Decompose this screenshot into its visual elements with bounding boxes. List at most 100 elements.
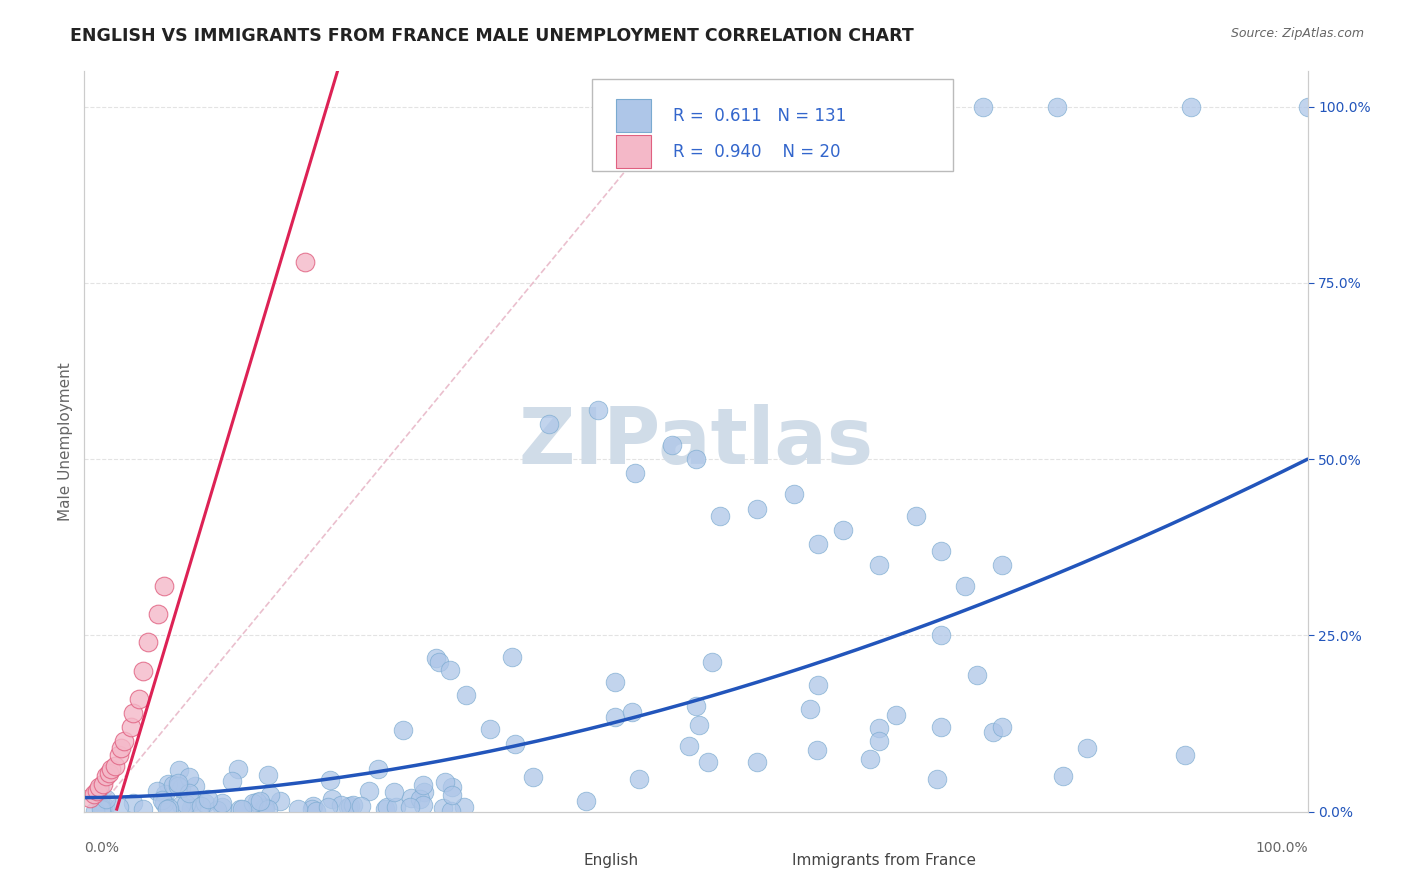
Point: [96, 769, 118, 783]
Point: [603, 674, 626, 689]
Point: [799, 702, 821, 716]
Point: [1296, 100, 1319, 114]
Point: [294, 254, 316, 268]
Point: [374, 802, 396, 816]
Point: [146, 607, 169, 622]
Point: [439, 663, 461, 677]
Point: [190, 799, 212, 814]
Point: [91, 776, 114, 790]
Point: [110, 741, 132, 756]
Point: [575, 794, 598, 808]
Point: [807, 678, 830, 692]
Point: [252, 799, 274, 814]
Point: [685, 698, 707, 713]
Point: [153, 787, 176, 801]
Point: [269, 794, 291, 808]
Point: [319, 772, 342, 787]
Point: [100, 763, 122, 777]
Point: [184, 779, 207, 793]
Point: [412, 797, 434, 812]
Text: R =  0.940    N = 20: R = 0.940 N = 20: [672, 143, 841, 161]
Point: [157, 777, 180, 791]
Point: [177, 787, 200, 801]
Point: [170, 781, 193, 796]
Point: [603, 710, 626, 724]
Point: [97, 766, 120, 780]
Point: [301, 802, 323, 816]
Point: [121, 797, 143, 811]
Point: [233, 803, 256, 817]
Point: [783, 487, 806, 501]
Point: [197, 792, 219, 806]
Point: [96, 792, 118, 806]
Point: [83, 787, 105, 801]
Point: [929, 628, 952, 642]
Point: [433, 774, 456, 789]
Point: [91, 804, 114, 818]
FancyBboxPatch shape: [616, 135, 651, 169]
FancyBboxPatch shape: [592, 78, 953, 171]
Point: [330, 798, 353, 813]
Point: [522, 770, 544, 784]
Point: [167, 779, 190, 793]
Point: [456, 689, 478, 703]
Point: [349, 799, 371, 814]
Point: [412, 778, 434, 792]
Point: [831, 523, 853, 537]
Text: Immigrants from France: Immigrants from France: [792, 854, 976, 868]
Point: [108, 799, 131, 814]
Point: [399, 791, 422, 805]
Point: [453, 799, 475, 814]
Text: ZIPatlas: ZIPatlas: [519, 403, 873, 480]
Point: [972, 100, 994, 114]
Point: [425, 651, 447, 665]
Point: [94, 800, 117, 814]
Point: [132, 664, 155, 678]
Point: [1180, 100, 1202, 114]
Point: [87, 780, 110, 794]
Point: [249, 794, 271, 808]
Point: [1174, 748, 1197, 763]
Point: [162, 778, 184, 792]
Text: 100.0%: 100.0%: [1256, 841, 1308, 855]
Point: [392, 723, 415, 738]
Point: [104, 759, 127, 773]
Point: [627, 772, 650, 786]
Point: [253, 801, 276, 815]
Point: [221, 774, 243, 789]
Point: [502, 649, 524, 664]
Point: [89, 794, 111, 808]
Point: [136, 635, 159, 649]
Point: [1046, 100, 1069, 114]
Point: [953, 579, 976, 593]
Point: [146, 784, 169, 798]
Text: R =  0.611   N = 131: R = 0.611 N = 131: [672, 107, 846, 125]
Point: [157, 800, 180, 814]
Point: [367, 763, 389, 777]
Point: [211, 796, 233, 810]
Point: [385, 800, 408, 814]
Point: [90, 802, 112, 816]
Point: [231, 802, 253, 816]
Point: [256, 802, 278, 816]
Point: [229, 802, 252, 816]
Point: [316, 799, 339, 814]
Point: [981, 724, 1004, 739]
Point: [287, 802, 309, 816]
Point: [991, 720, 1014, 734]
Point: [259, 788, 281, 802]
Point: [807, 537, 830, 551]
Point: [339, 798, 361, 813]
Text: English: English: [583, 854, 638, 868]
Point: [432, 801, 454, 815]
Point: [183, 794, 205, 808]
Point: [89, 780, 111, 795]
Point: [1076, 741, 1098, 756]
Point: [342, 797, 364, 812]
FancyBboxPatch shape: [616, 99, 651, 132]
Point: [586, 402, 609, 417]
Point: [86, 783, 108, 797]
Point: [150, 793, 173, 807]
Point: [929, 544, 952, 558]
Point: [84, 804, 107, 818]
